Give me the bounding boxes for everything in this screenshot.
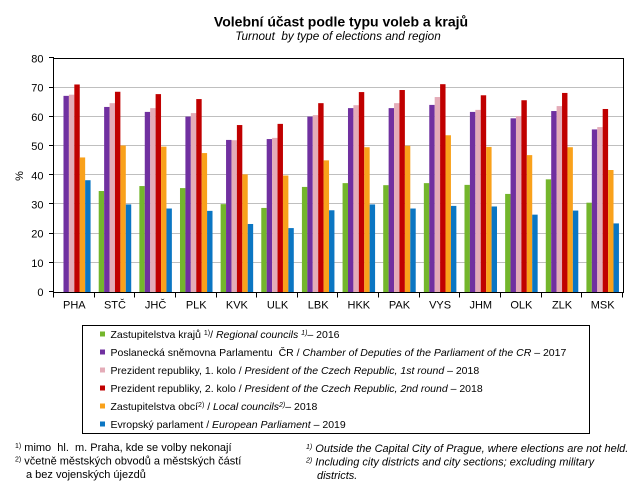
svg-text:LBK: LBK [308, 300, 329, 312]
svg-text:a bez vojenských újezdů: a bez vojenských újezdů [26, 469, 146, 481]
svg-text:2) včetně městských obvodů a m: 2) včetně městských obvodů a městských č… [15, 456, 241, 468]
svg-text:2) Including city districts an: 2) Including city districts and city sec… [305, 457, 596, 469]
svg-text:70: 70 [31, 83, 43, 95]
svg-text:districts.: districts. [317, 470, 357, 482]
svg-text:Poslanecká sněmovna Parlamentu: Poslanecká sněmovna Parlamentu ČR / Cham… [111, 346, 567, 359]
svg-text:JHČ: JHČ [145, 299, 166, 312]
svg-text:JHM: JHM [469, 300, 492, 312]
svg-text:ULK: ULK [267, 300, 289, 312]
svg-text:HKK: HKK [348, 300, 371, 312]
svg-text:ZLK: ZLK [552, 300, 573, 312]
svg-text:VYS: VYS [429, 300, 451, 312]
svg-text:Evropský parlament / European: Evropský parlament / European Parliament… [111, 419, 346, 431]
svg-text:PHA: PHA [63, 300, 86, 312]
svg-text:PLK: PLK [186, 300, 207, 312]
svg-text:MSK: MSK [591, 300, 616, 312]
svg-text:30: 30 [31, 199, 43, 211]
svg-text:50: 50 [31, 141, 43, 153]
svg-text:80: 80 [31, 54, 43, 66]
svg-text:Zastupitelstva obcí2) / Local: Zastupitelstva obcí2) / Local councils2)… [111, 401, 318, 413]
svg-text:20: 20 [31, 229, 43, 241]
svg-text:Turnout by type of elections: Turnout by type of elections and region [235, 30, 441, 43]
svg-text:Prezident republiky, 1. kolo /: Prezident republiky, 1. kolo / President… [111, 365, 480, 377]
svg-text:Volební účast podle typu voleb: Volební účast podle typu voleb a krajů [214, 14, 468, 30]
svg-text:%: % [14, 171, 26, 181]
svg-text:10: 10 [31, 258, 43, 270]
svg-text:OLK: OLK [510, 300, 533, 312]
svg-text:1) Outside the Capital City of: 1) Outside the Capital City of Prague, w… [306, 443, 628, 455]
svg-text:KVK: KVK [226, 300, 249, 312]
svg-text:Prezident republiky, 2. kolo /: Prezident republiky, 2. kolo / President… [111, 383, 483, 395]
svg-text:PAK: PAK [389, 300, 411, 312]
svg-text:40: 40 [31, 170, 43, 182]
svg-text:Zastupitelstva krajů 1)/ Regio: Zastupitelstva krajů 1)/ Regional counci… [111, 329, 340, 341]
svg-text:1) mimo hl. m. Praha, kde se: 1) mimo hl. m. Praha, kde se volby nekon… [15, 442, 232, 454]
svg-text:60: 60 [31, 112, 43, 124]
svg-text:0: 0 [37, 287, 43, 299]
svg-text:STČ: STČ [104, 299, 126, 312]
